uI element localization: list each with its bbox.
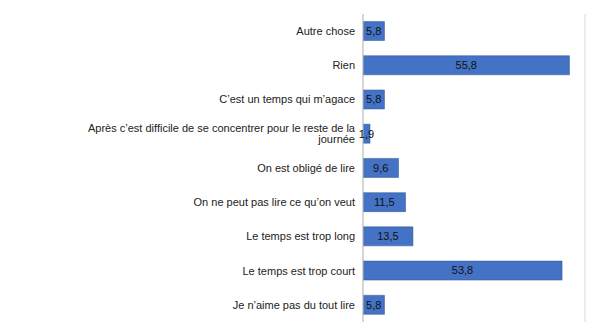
svg-text:5,8: 5,8 [366, 299, 381, 311]
svg-text:C’est un temps qui m’agace: C’est un temps qui m’agace [219, 93, 355, 105]
svg-text:Je n’aime pas du tout lire: Je n’aime pas du tout lire [233, 299, 355, 311]
svg-text:11,5: 11,5 [374, 196, 395, 208]
svg-text:On ne peut pas lire ce qu’on v: On ne peut pas lire ce qu’on veut [194, 196, 355, 208]
svg-text:On est obligé de lire: On est obligé de lire [257, 162, 355, 174]
svg-text:5,8: 5,8 [366, 25, 381, 37]
svg-text:1,9: 1,9 [359, 128, 374, 140]
svg-text:53,8: 53,8 [452, 264, 473, 276]
svg-text:5,8: 5,8 [366, 93, 381, 105]
svg-text:Le temps est trop long: Le temps est trop long [246, 230, 355, 242]
svg-text:Rien: Rien [332, 59, 355, 71]
svg-text:55,8: 55,8 [456, 59, 477, 71]
svg-text:Après c’est difficile de se co: Après c’est difficile de se concentrer p… [88, 122, 356, 145]
svg-text:13,5: 13,5 [377, 230, 398, 242]
svg-text:9,6: 9,6 [373, 162, 388, 174]
svg-text:Le temps est trop court: Le temps est trop court [243, 265, 356, 277]
svg-text:Autre chose: Autre chose [296, 25, 355, 37]
